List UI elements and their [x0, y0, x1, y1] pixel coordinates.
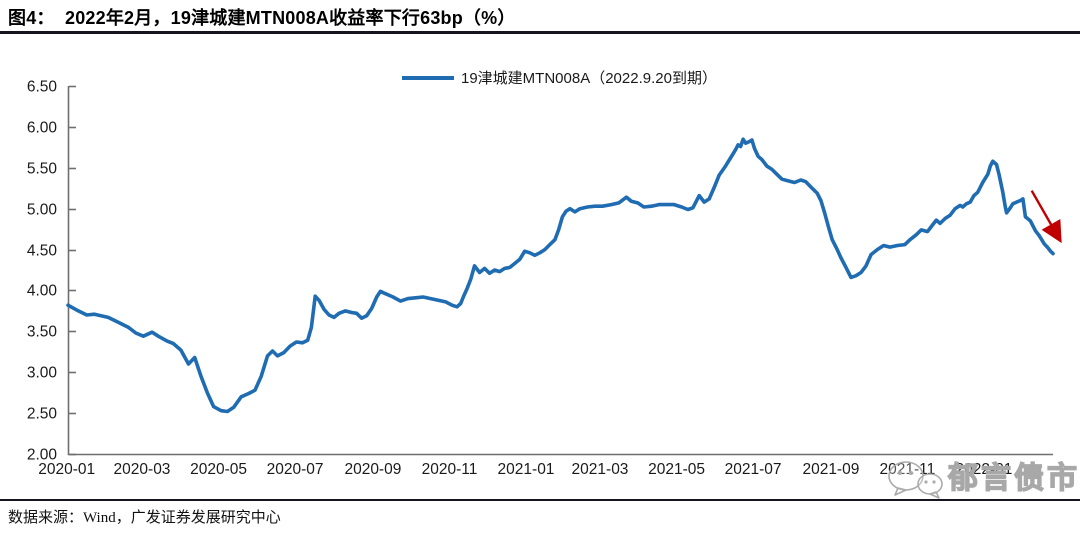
x-tick-label: 2020-01: [38, 461, 95, 478]
x-tick-label: 2020-05: [190, 461, 247, 478]
legend-line-swatch: [402, 75, 454, 80]
watermark: 郁言债市: [884, 458, 1080, 500]
x-tick-label: 2020-11: [422, 461, 478, 478]
x-tick-label: 2021-07: [725, 461, 782, 478]
y-tick-label: 2.50: [27, 406, 58, 423]
x-tick-label: 2021-09: [802, 461, 859, 478]
x-tick-label: 2021-05: [648, 461, 705, 478]
y-tick-label: 5.00: [27, 202, 58, 219]
x-tick-label: 2021-01: [498, 461, 555, 478]
y-tick-label: 6.00: [27, 120, 58, 137]
y-axis-ticks: 6.50 6.00 5.50 5.00 4.50 4.00 3.50 3.00 2.50 2.00: [27, 79, 76, 464]
decline-arrow-annotation: [1030, 190, 1062, 244]
y-tick-label: 2.00: [27, 447, 58, 464]
title-divider-rule: [0, 31, 1080, 34]
x-tick-label: 2020-07: [267, 461, 324, 478]
x-axis-labels: 2020-01 2020-03 2020-05 2020-07 2020-09 2020-…: [38, 461, 1012, 478]
y-tick-label: 4.50: [27, 243, 58, 260]
legend-label: 19津城建MTN008A（2022.9.20到期）: [461, 70, 717, 87]
x-tick-label: 2021-03: [572, 461, 629, 478]
x-tick-label: 2020-03: [114, 461, 171, 478]
chart-legend: 19津城建MTN008A（2022.9.20到期）: [402, 67, 717, 88]
y-tick-label: 6.50: [27, 79, 58, 96]
x-tick-label: 2022-01: [956, 461, 1013, 478]
x-tick-label: 2020-09: [344, 461, 401, 478]
data-source-note: 数据来源：Wind，广发证券发展研究中心: [8, 510, 281, 526]
watermark-text: 郁言债市: [947, 461, 1080, 495]
y-tick-label: 3.00: [27, 365, 58, 382]
footer-divider-rule: [0, 499, 1080, 501]
axes: [67, 86, 1053, 456]
x-tick-label: 2021-11: [880, 461, 936, 478]
wechat-icon: [888, 461, 943, 499]
y-tick-label: 5.50: [27, 161, 58, 178]
y-tick-label: 4.00: [27, 283, 58, 300]
y-tick-label: 3.50: [27, 324, 58, 341]
figure-title: 图4： 2022年2月，19津城建MTN008A收益率下行63bp（%）: [8, 8, 516, 28]
yield-series-line: [66, 137, 1055, 414]
